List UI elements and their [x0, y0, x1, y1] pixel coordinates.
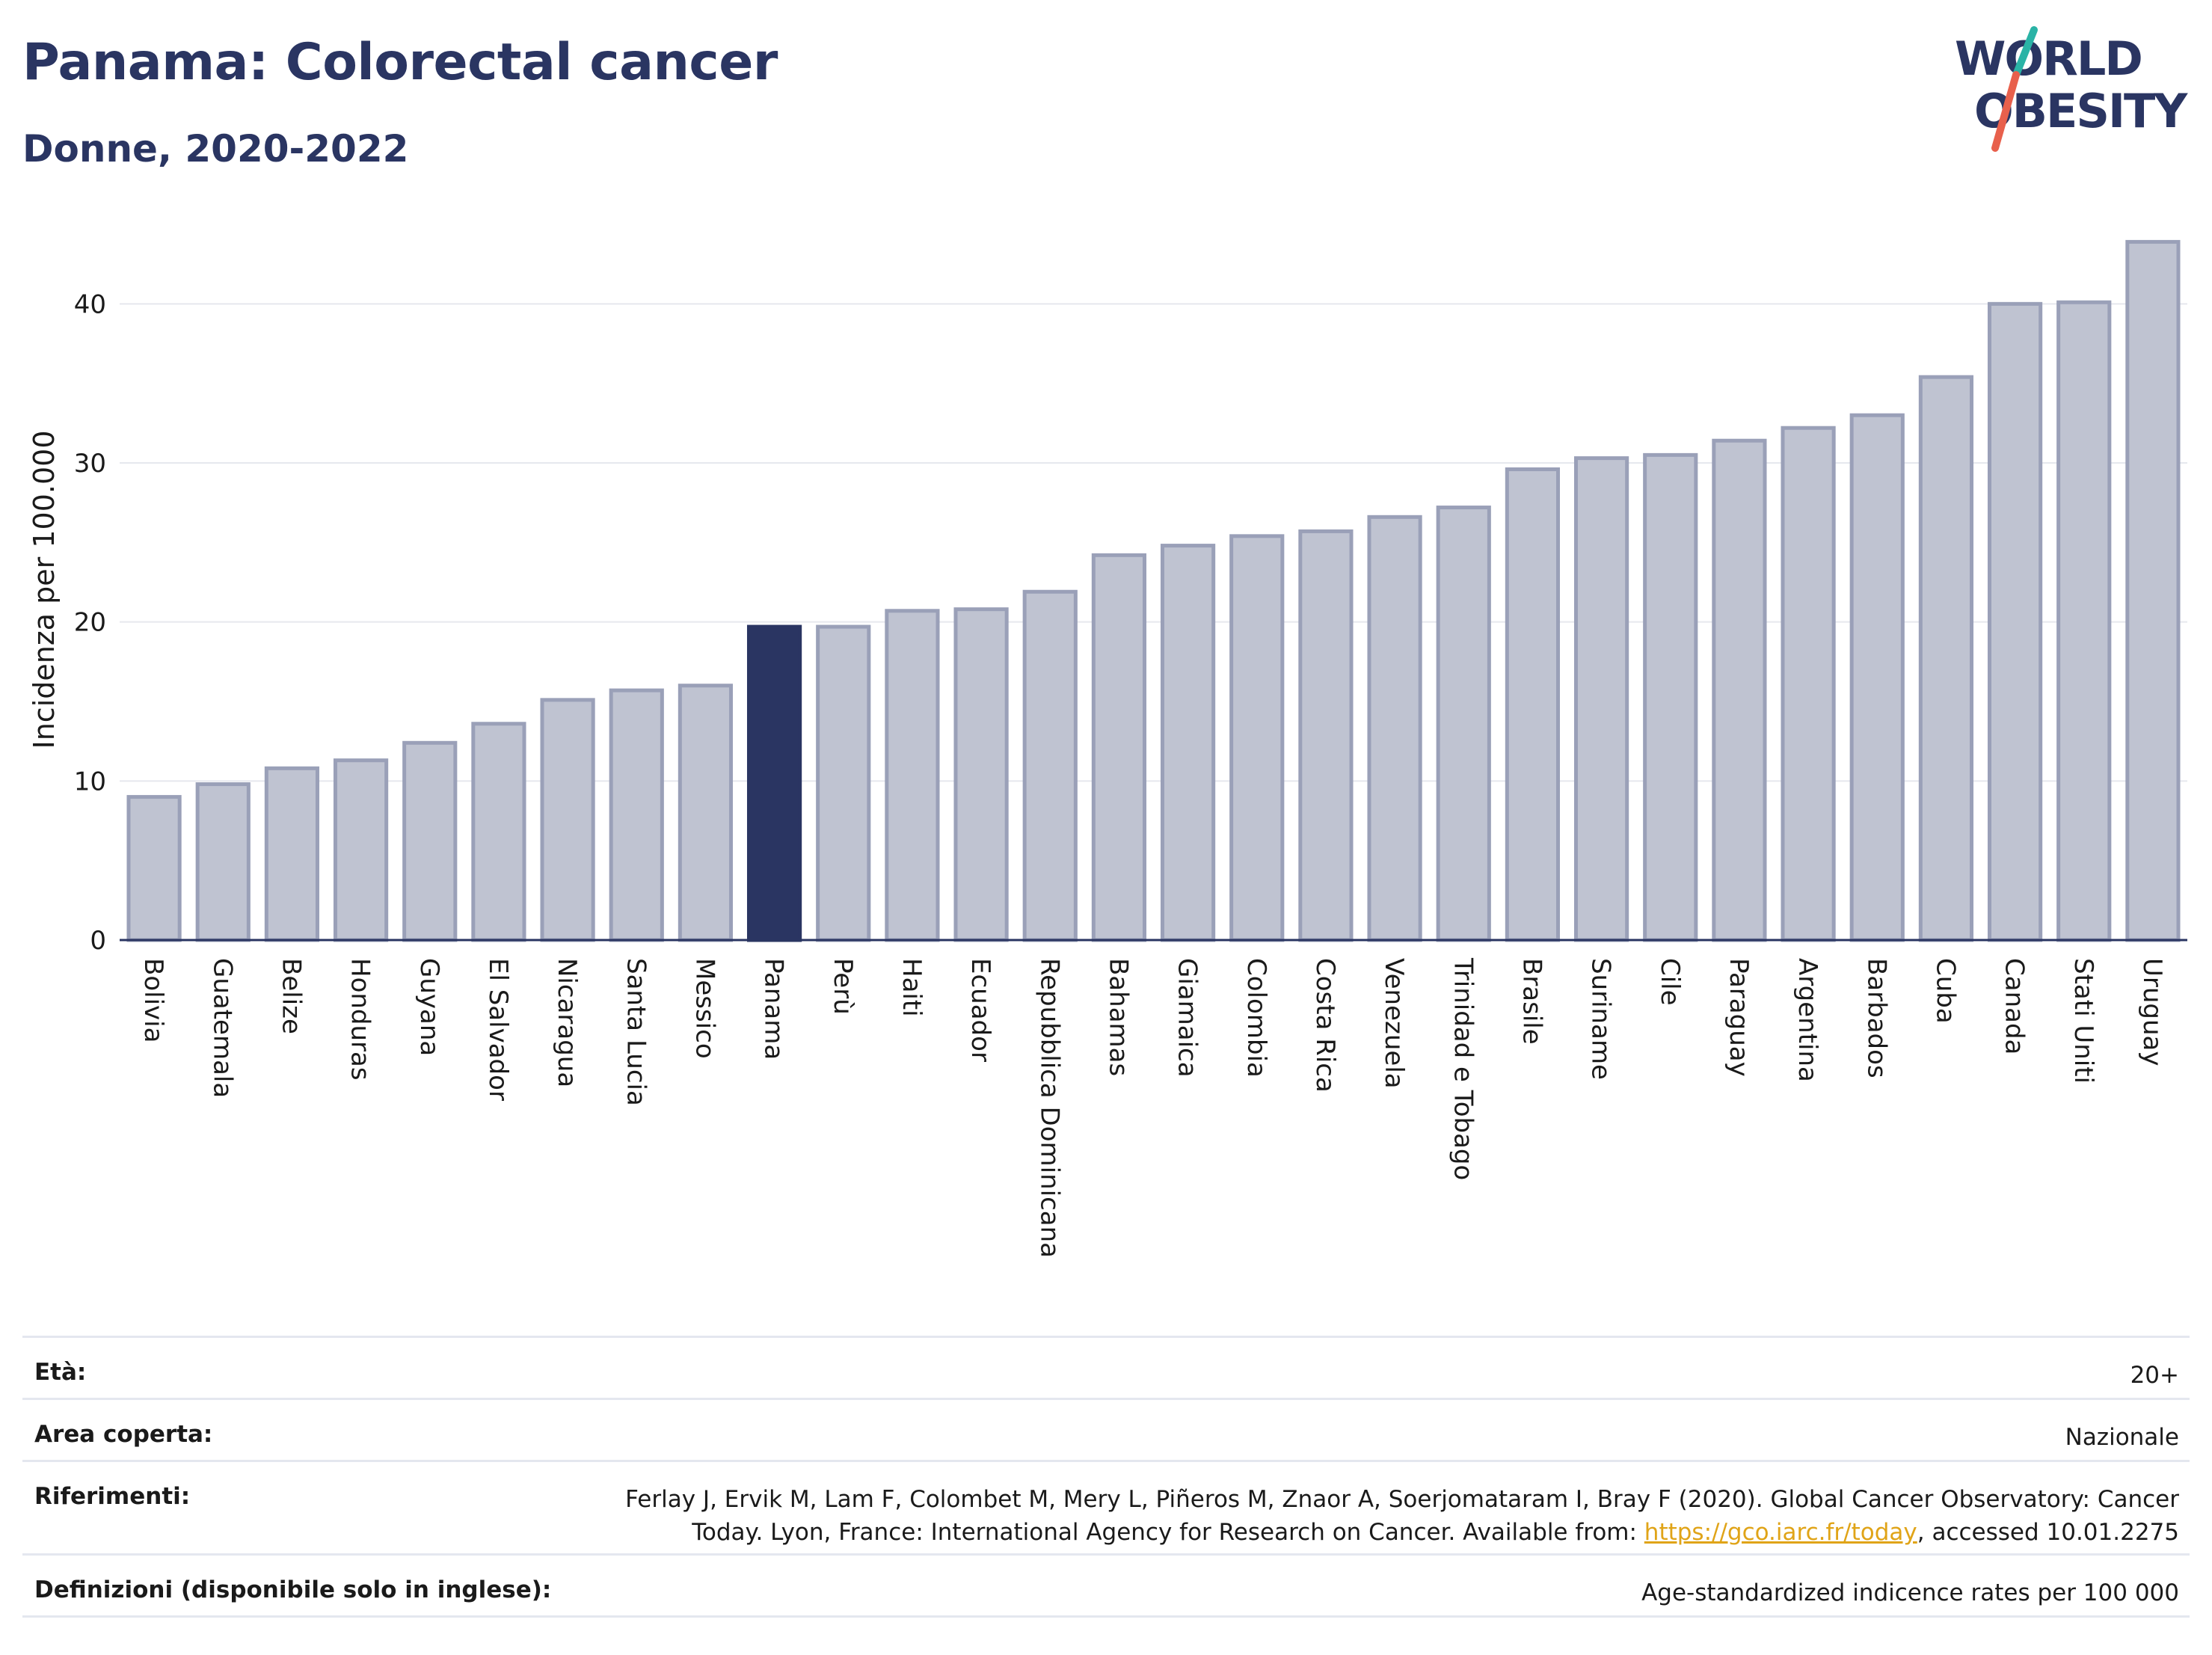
bar [2125, 239, 2181, 942]
x-tick-label: Brasile [1517, 958, 1546, 1045]
x-tick-label: Guatemala [207, 958, 237, 1098]
page-subtitle: Donne, 2020-2022 [22, 127, 409, 171]
x-tick-label: Messico [689, 958, 719, 1059]
logo-line1: WORLD [1955, 31, 2142, 86]
x-tick-label: Panama [759, 958, 789, 1060]
x-tick-label: Suriname [1586, 958, 1616, 1080]
bar [1298, 529, 1354, 942]
bar [1643, 452, 1698, 942]
bar [1505, 467, 1561, 942]
logo-slash-teal [2012, 26, 2038, 79]
bar [1573, 456, 1629, 942]
x-tick-label: El Salvador [483, 958, 513, 1101]
x-tick-label: Bahamas [1103, 958, 1133, 1076]
bar [816, 624, 871, 942]
x-tick-label: Argentina [1792, 958, 1822, 1082]
x-tick-label: Nicaragua [552, 958, 582, 1087]
bar [609, 688, 664, 942]
y-tick-label: 0 [90, 926, 106, 956]
bar [1022, 589, 1078, 942]
x-tick-label: Bolivia [138, 958, 168, 1043]
x-tick-label: Venezuela [1379, 958, 1409, 1089]
bar [264, 766, 320, 942]
bar [1160, 544, 1216, 942]
riferimenti-link[interactable]: https://gco.iarc.fr/today [1644, 1519, 1917, 1546]
bar [1091, 553, 1147, 942]
x-tick-label: Perù [828, 958, 858, 1015]
bar [1367, 515, 1422, 942]
info-table: Età: 20+ Area coperta: Nazionale Riferim… [22, 1336, 2190, 1618]
x-tick-label: Repubblica Dominicana [1034, 958, 1064, 1258]
eta-label: Età: [34, 1359, 87, 1386]
area-value: Nazionale [2065, 1424, 2179, 1451]
x-tick-label: Barbados [1861, 958, 1891, 1078]
y-tick-label: 30 [74, 449, 106, 479]
bar [471, 722, 526, 942]
eta-value: 20+ [2130, 1362, 2179, 1389]
y-tick-label: 20 [74, 608, 106, 638]
info-row-area: Area coperta: Nazionale [22, 1398, 2190, 1460]
x-tick-label: Colombia [1241, 958, 1271, 1078]
riferimenti-line1: Ferlay J, Ervik M, Lam F, Colombet M, Me… [625, 1486, 2179, 1513]
bar [195, 782, 251, 942]
info-row-eta: Età: 20+ [22, 1336, 2190, 1398]
x-tick-label: Belize [276, 958, 306, 1034]
bar [2056, 300, 2112, 942]
x-tick-label: Canada [2000, 958, 2030, 1054]
area-label: Area coperta: [34, 1421, 213, 1448]
x-tick-label: Ecuador [965, 958, 995, 1062]
riferimenti-line2-pre: Today. Lyon, France: International Agenc… [692, 1519, 1644, 1546]
x-tick-label: Costa Rica [1310, 958, 1340, 1093]
bar [1849, 413, 1905, 942]
bar [885, 609, 940, 942]
info-row-riferimenti: Riferimenti: Ferlay J, Ervik M, Lam F, C… [22, 1460, 2190, 1553]
bar [1781, 426, 1836, 942]
x-tick-label: Uruguay [2137, 958, 2167, 1066]
x-tick-label: Trinidad e Tobago [1448, 957, 1478, 1180]
riferimenti-value: Ferlay J, Ervik M, Lam F, Colombet M, Me… [625, 1483, 2179, 1549]
world-obesity-logo: WORLD OBESITY [1955, 26, 2190, 152]
info-row-definizioni: Definizioni (disponibile solo in inglese… [22, 1553, 2190, 1618]
bar [1436, 506, 1491, 942]
bar [402, 740, 458, 942]
riferimenti-line2-post: , accessed 10.01.2275 [1917, 1519, 2179, 1546]
y-tick-label: 10 [74, 767, 106, 796]
x-tick-label: Cile [1655, 958, 1685, 1006]
bar [1712, 438, 1767, 942]
x-tick-label: Giamaica [1173, 958, 1202, 1078]
y-tick-label: 40 [74, 289, 106, 319]
logo-slash-red [1991, 71, 2020, 152]
definizioni-label: Definizioni (disponibile solo in inglese… [34, 1576, 552, 1603]
bar [540, 698, 595, 942]
x-tick-label: Stati Uniti [2068, 958, 2098, 1084]
bar [678, 684, 734, 942]
x-tick-label: Cuba [1930, 958, 1960, 1024]
x-tick-label: Paraguay [1724, 958, 1754, 1077]
bar-chart: 0 10 20 30 40 Incidenza per 100.000 Bolivia Gua… [28, 239, 2187, 1258]
page-title: Panama: Colorectal cancer [22, 33, 778, 92]
bar [126, 795, 182, 942]
y-axis-label: Incidenza per 100.000 [28, 431, 61, 749]
x-tick-label: Guyana [414, 958, 444, 1056]
definizioni-value: Age-standardized indicence rates per 100… [1641, 1579, 2179, 1606]
bar [746, 624, 802, 942]
riferimenti-label: Riferimenti: [34, 1483, 191, 1510]
bar [333, 758, 389, 942]
x-tick-label: Haiti [897, 958, 927, 1017]
x-tick-label: Santa Lucia [621, 958, 651, 1106]
bar [1229, 534, 1285, 942]
bar [953, 607, 1009, 942]
x-tick-label: Honduras [345, 958, 375, 1081]
bar [1918, 375, 1974, 942]
bar [1987, 301, 2043, 942]
